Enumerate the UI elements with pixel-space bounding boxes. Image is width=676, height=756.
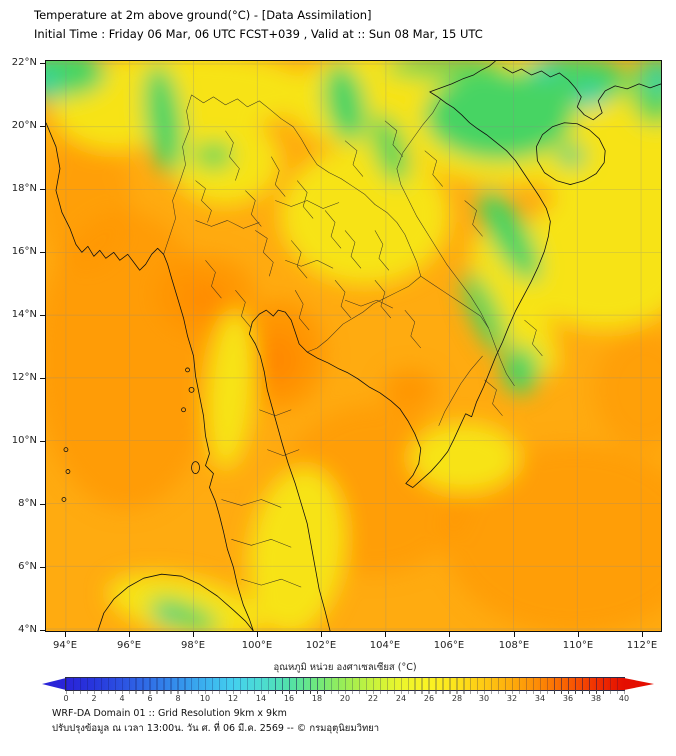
colorbar-tick-label: 0 — [63, 694, 69, 703]
lon-tick — [193, 632, 194, 637]
colorbar-tick-label: 2 — [91, 694, 97, 703]
lat-tick — [40, 378, 45, 379]
colorbar-tick-label: 6 — [147, 694, 153, 703]
colorbar-title: อุณหภูมิ หน่วย องศาเซลเซียส (°C) — [273, 662, 417, 673]
colorbar-gradient-bar — [65, 677, 625, 691]
map-frame — [45, 60, 662, 632]
lon-axis-label: 102°E — [305, 640, 337, 651]
lat-tick — [40, 441, 45, 442]
lon-tick — [449, 632, 450, 637]
lon-tick — [257, 632, 258, 637]
colorbar-tick-label: 38 — [590, 694, 602, 703]
lat-axis-label: 12°N — [11, 372, 37, 383]
lat-axis-label: 16°N — [11, 246, 37, 257]
borders-layer — [163, 94, 543, 588]
colorbar-tick-label: 16 — [283, 694, 295, 703]
colorbar-tick-label: 8 — [175, 694, 181, 703]
colorbar-tick-label: 12 — [227, 694, 239, 703]
lon-tick — [578, 632, 579, 637]
colorbar-tick-label: 32 — [506, 694, 518, 703]
lat-axis-label: 4°N — [18, 624, 37, 635]
colorbar-ticks — [66, 690, 625, 694]
lon-axis-label: 94°E — [52, 640, 78, 651]
lon-axis-label: 100°E — [241, 640, 273, 651]
lat-tick — [40, 504, 45, 505]
title-block: Temperature at 2m above ground(°C) - [Da… — [34, 6, 483, 44]
lon-tick — [385, 632, 386, 637]
coastlines — [46, 61, 661, 631]
footer-domain-info: WRF-DA Domain 01 :: Grid Resolution 9km … — [52, 708, 287, 719]
lon-tick — [65, 632, 66, 637]
lat-tick — [40, 63, 45, 64]
colorbar-tick-label: 22 — [367, 694, 379, 703]
lon-tick — [642, 632, 643, 637]
colorbar-tick-label: 26 — [423, 694, 435, 703]
lon-tick — [321, 632, 322, 637]
colorbar-tick-label: 28 — [451, 694, 463, 703]
lat-tick — [40, 630, 45, 631]
gridlines — [46, 61, 661, 631]
lon-axis-label: 112°E — [626, 640, 658, 651]
colorbar-tick-label: 10 — [199, 694, 211, 703]
lon-axis-label: 108°E — [498, 640, 530, 651]
colorbar-tick-label: 24 — [395, 694, 407, 703]
lat-axis-label: 14°N — [11, 309, 37, 320]
lon-tick — [514, 632, 515, 637]
colorbar-tick-label: 36 — [562, 694, 574, 703]
map-canvas — [46, 61, 661, 631]
colorbar-right-arrow — [624, 678, 654, 690]
colorbar-tick-label: 40 — [618, 694, 630, 703]
lon-axis-label: 96°E — [116, 640, 142, 651]
lat-tick — [40, 189, 45, 190]
lon-axis-label: 106°E — [433, 640, 465, 651]
lat-tick — [40, 567, 45, 568]
lat-tick — [40, 315, 45, 316]
colorbar-tick-label: 20 — [339, 694, 351, 703]
colorbar-tick-label: 34 — [534, 694, 546, 703]
colorbar-tick-label: 18 — [311, 694, 323, 703]
colorbar-left-arrow — [42, 678, 66, 690]
page-subtitle: Initial Time : Friday 06 Mar, 06 UTC FCS… — [34, 27, 483, 41]
lon-tick — [129, 632, 130, 637]
footer-update-info: ปรับปรุงข้อมูล ณ เวลา 13:00น. วัน ศ. ที่… — [52, 723, 380, 734]
lat-tick — [40, 252, 45, 253]
temperature-field — [46, 61, 661, 631]
lat-axis-label: 8°N — [18, 498, 37, 509]
lat-tick — [40, 126, 45, 127]
colorbar-tick-label: 30 — [478, 694, 490, 703]
lat-axis-label: 22°N — [11, 57, 37, 68]
colorbar-tick-label: 4 — [119, 694, 125, 703]
lat-axis-label: 10°N — [11, 435, 37, 446]
page-title: Temperature at 2m above ground(°C) - [Da… — [34, 8, 372, 22]
footer-block: WRF-DA Domain 01 :: Grid Resolution 9km … — [52, 706, 379, 736]
lon-axis-label: 110°E — [562, 640, 594, 651]
lat-axis-label: 20°N — [11, 120, 37, 131]
lat-axis-label: 18°N — [11, 183, 37, 194]
colorbar-tick-label: 14 — [255, 694, 267, 703]
lon-axis-label: 98°E — [180, 640, 206, 651]
lon-axis-label: 104°E — [369, 640, 401, 651]
lat-axis-label: 6°N — [18, 561, 37, 572]
